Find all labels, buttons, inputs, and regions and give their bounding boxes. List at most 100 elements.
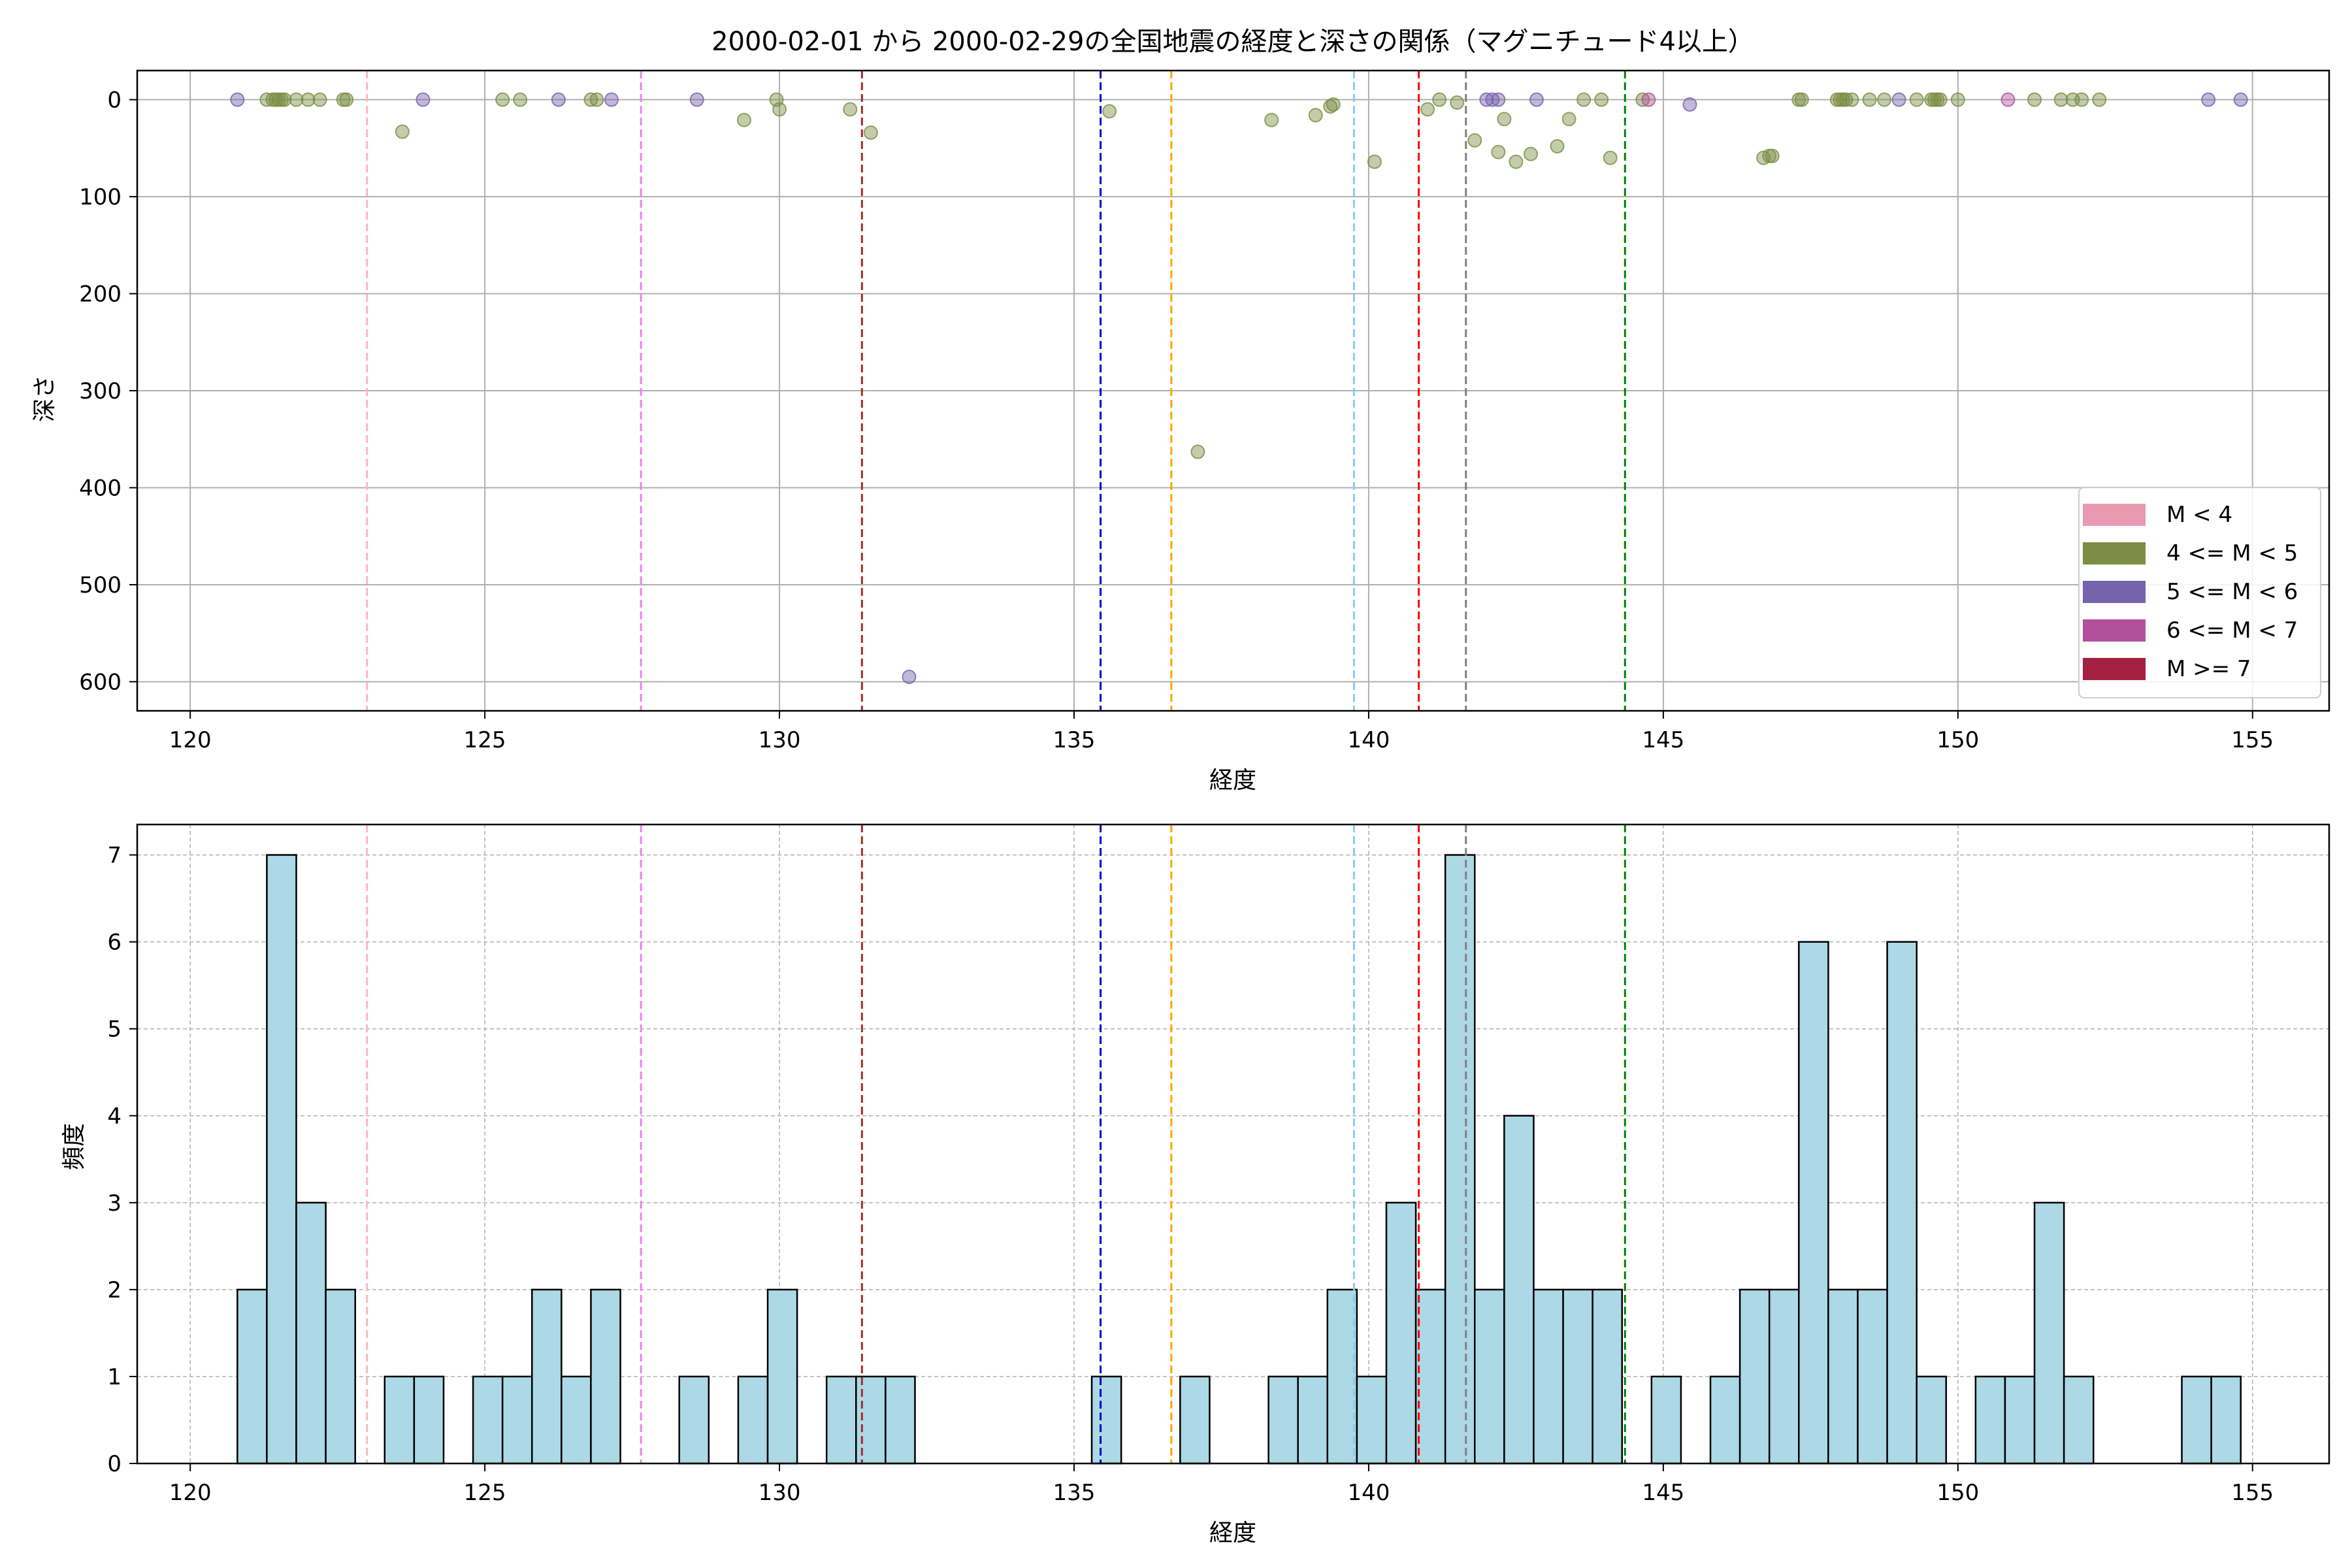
histogram-bar: [2181, 1375, 2212, 1465]
scatter-point: [1933, 92, 1948, 107]
histogram-y-tick-label: 7: [107, 843, 122, 869]
scatter-x-tick-label: 155: [2231, 727, 2274, 753]
histogram-y-tick-label: 6: [107, 930, 122, 956]
histogram-bar: [1916, 1375, 1948, 1465]
scatter-y-ticks: 0 100 200 300 400 500 600: [79, 88, 137, 695]
histogram-bar: [472, 1375, 504, 1465]
scatter-x-tick-label: 150: [1936, 727, 1979, 753]
legend-box: [2078, 487, 2321, 698]
histogram-bar: [1827, 1288, 1859, 1465]
histogram-bar: [2033, 1201, 2065, 1465]
legend-label: M >= 7: [2166, 656, 2251, 682]
histogram-axes-frame: [136, 823, 2330, 1465]
histogram-x-ticks: 120 125 130 135 140 145 150 155: [169, 1463, 2274, 1506]
scatter-x-tick-label: 125: [464, 727, 506, 753]
scatter-point: [395, 124, 410, 139]
scatter-point: [863, 125, 878, 140]
scatter-point: [2201, 92, 2216, 107]
histogram-bar: [1356, 1375, 1388, 1465]
scatter-x-tick-label: 145: [1642, 727, 1684, 753]
scatter-point: [1576, 92, 1592, 107]
scatter-points: [230, 92, 2248, 685]
histogram-x-tick-label: 150: [1936, 1480, 1979, 1506]
scatter-point: [1450, 95, 1465, 110]
scatter-x-ticks: 120 125 130 135 140 145 150 155: [169, 711, 2274, 753]
histogram-bar: [1385, 1201, 1417, 1465]
scatter-point: [277, 92, 292, 107]
scatter-point: [1603, 150, 1618, 165]
histogram-bar: [531, 1288, 563, 1465]
scatter-y-tick-label: 200: [79, 282, 122, 308]
legend-swatch: [2083, 504, 2146, 526]
scatter-panel: 120 125 130 135 140 145 150 155 0 100 200 300 400 50…: [31, 69, 2330, 794]
histogram-bar: [885, 1375, 916, 1465]
scatter-point: [1950, 92, 1965, 107]
histogram-panel: 120 125 130 135 140 145 150 155 0 1 2 3 4 5 6 7 経度 頻度: [61, 823, 2330, 1546]
scatter-point: [1909, 92, 1924, 107]
histogram-bar: [295, 1201, 327, 1465]
scatter-reference-lines: [366, 71, 1626, 711]
scatter-y-tick-label: 400: [79, 475, 122, 501]
scatter-point: [1641, 92, 1656, 107]
scatter-point: [1420, 102, 1435, 117]
legend-swatch: [2083, 542, 2146, 564]
scatter-point: [230, 92, 245, 107]
histogram-bar: [1650, 1375, 1682, 1465]
histogram-y-axis-label: 頻度: [61, 1123, 88, 1170]
histogram-y-tick-label: 5: [107, 1017, 122, 1043]
scatter-point: [1509, 154, 1524, 169]
legend-swatch: [2083, 619, 2146, 642]
histogram-bar: [2210, 1375, 2242, 1465]
scatter-point: [1594, 92, 1609, 107]
scatter-point: [902, 670, 917, 685]
histogram-bar: [1739, 1288, 1771, 1465]
scatter-point: [1467, 133, 1482, 148]
scatter-x-tick-label: 140: [1347, 727, 1390, 753]
histogram-y-tick-label: 1: [107, 1364, 122, 1390]
histogram-y-tick-label: 3: [107, 1190, 122, 1217]
histogram-bar: [2004, 1375, 2036, 1465]
scatter-point: [736, 112, 751, 127]
scatter-point: [2092, 92, 2107, 107]
scatter-point: [2027, 92, 2042, 107]
legend-label: 4 <= M < 5: [2166, 540, 2298, 566]
scatter-point: [2001, 92, 2016, 107]
histogram-bar: [1886, 941, 1918, 1465]
scatter-point: [312, 92, 327, 107]
histogram-bar: [766, 1288, 798, 1465]
scatter-point: [301, 92, 316, 107]
histogram-bar: [1592, 1288, 1623, 1465]
scatter-point: [1491, 144, 1506, 159]
histogram-y-tick-label: 2: [107, 1277, 122, 1303]
scatter-point: [1794, 92, 1809, 107]
scatter-point: [1523, 146, 1538, 161]
histogram-x-tick-label: 140: [1347, 1480, 1390, 1506]
histogram-bar: [2063, 1375, 2095, 1465]
scatter-point: [1264, 112, 1279, 127]
histogram-reference-lines: [366, 825, 1626, 1463]
histogram-bar: [590, 1288, 621, 1465]
scatter-point: [1491, 92, 1506, 107]
histogram-bar: [1267, 1375, 1299, 1465]
histogram-bar: [1474, 1288, 1505, 1465]
scatter-point: [1367, 154, 1382, 169]
histogram-bar: [384, 1375, 416, 1465]
scatter-point: [1682, 97, 1697, 112]
histogram-bar: [325, 1288, 356, 1465]
histogram-bar: [825, 1375, 857, 1465]
legend-items: M < 4 4 <= M < 5 5 <= M < 6 6 <= M < 7 M >= …: [2083, 502, 2298, 682]
histogram-bar: [678, 1375, 710, 1465]
histogram-bar: [1179, 1375, 1211, 1465]
scatter-point: [1561, 112, 1576, 127]
scatter-y-tick-label: 300: [79, 378, 122, 404]
histogram-bar: [237, 1288, 268, 1465]
scatter-y-tick-label: 0: [107, 88, 122, 114]
scatter-point: [772, 102, 787, 117]
histogram-bar: [1503, 1115, 1535, 1465]
scatter-point: [289, 92, 304, 107]
scatter-point: [1529, 92, 1544, 107]
scatter-x-tick-label: 120: [169, 727, 212, 753]
scatter-gridlines: [137, 71, 2329, 711]
legend-label: 5 <= M < 6: [2166, 579, 2298, 605]
histogram-bar: [1798, 941, 1829, 1465]
